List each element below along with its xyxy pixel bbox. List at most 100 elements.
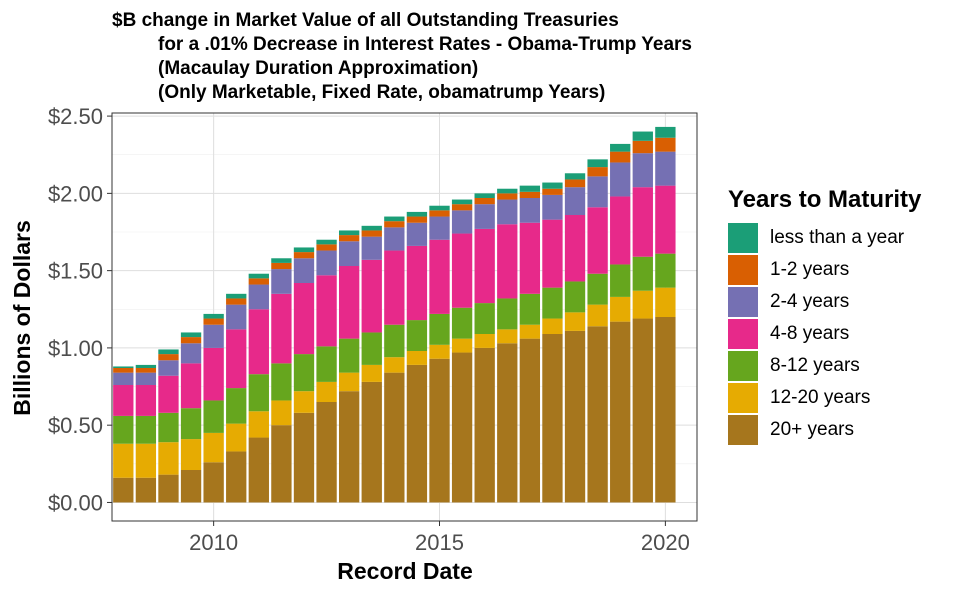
bar-segment <box>180 439 202 470</box>
bar-segment <box>361 381 382 503</box>
bar-segment <box>406 222 428 246</box>
bar-segment <box>180 337 202 344</box>
bar-segment <box>226 298 247 305</box>
bar-segment <box>587 326 608 503</box>
legend-swatch <box>728 351 758 381</box>
bar-segment <box>655 151 676 186</box>
bar-segment <box>316 402 337 503</box>
bar-segment <box>655 126 676 138</box>
bar-segment <box>203 432 224 463</box>
bar-segment <box>384 372 405 503</box>
legend-item: 4-8 years <box>728 318 921 350</box>
bar-segment <box>361 259 382 333</box>
bar-segment <box>451 199 473 205</box>
bar-segment <box>497 298 518 330</box>
bar-segment <box>203 400 224 433</box>
y-tick-label: $0.50 <box>48 413 103 438</box>
bar-segment <box>406 211 428 217</box>
bar-segment <box>384 250 405 325</box>
bar-segment <box>293 252 315 259</box>
bar-segment <box>180 408 202 440</box>
bar-segment <box>564 312 586 331</box>
bar-segment <box>384 216 405 222</box>
bar-segment <box>542 188 563 195</box>
bar-segment <box>180 332 202 338</box>
bar-segment <box>113 415 134 444</box>
bar-segment <box>293 412 315 503</box>
legend-swatch <box>728 223 758 253</box>
bar-segment <box>135 415 157 444</box>
bar-segment <box>610 321 631 503</box>
bar-segment <box>632 140 653 154</box>
legend-items: less than a year 1-2 years 2-4 years 4-8 ye… <box>728 222 921 446</box>
bar-segment <box>610 151 631 163</box>
bar-segment <box>135 477 157 503</box>
legend-label: 8-12 years <box>770 355 860 376</box>
bar-segment <box>474 334 495 348</box>
legend-swatch <box>728 255 758 285</box>
bar-segment <box>180 343 202 364</box>
bar-segment <box>429 216 450 240</box>
bar-segment <box>338 266 360 339</box>
bar-segment <box>497 193 518 200</box>
bar-segment <box>542 287 563 319</box>
bar-segment <box>384 357 405 373</box>
bar-segment <box>248 284 269 310</box>
bar-segment <box>293 283 315 355</box>
bar-segment <box>226 451 247 503</box>
bar-segment <box>564 179 586 188</box>
bar-segment <box>655 185 676 254</box>
bar-segment <box>338 230 360 236</box>
bar-segment <box>338 391 360 503</box>
bar-segment <box>158 349 179 355</box>
chart-title-line-2: for a .01% Decrease in Interest Rates - … <box>158 34 692 55</box>
bar-segment <box>451 210 473 234</box>
bar-segment <box>158 360 179 376</box>
bar-segment <box>361 364 382 382</box>
bar-segment <box>610 296 631 322</box>
bar-segment <box>451 307 473 339</box>
x-tick-label: 2020 <box>641 530 690 555</box>
bar-segment <box>158 474 179 503</box>
bar-segment <box>564 215 586 282</box>
bar-segment <box>542 334 563 503</box>
bar-segment <box>632 187 653 257</box>
bar-segment <box>406 216 428 223</box>
bar-segment <box>587 159 608 168</box>
bar-segment <box>632 131 653 141</box>
bar-segment <box>406 364 428 503</box>
bar-segment <box>293 391 315 413</box>
bar-segment <box>429 210 450 217</box>
bar-segment <box>474 193 495 198</box>
legend-label: 12-20 years <box>770 387 871 408</box>
bar-segment <box>271 363 292 401</box>
bar-segment <box>474 347 495 503</box>
bar-segment <box>248 278 269 285</box>
y-tick-label: $2.50 <box>48 104 103 129</box>
bar-segment <box>497 199 518 225</box>
bar-segment <box>316 275 337 347</box>
bar-segment <box>135 385 157 416</box>
bar-segment <box>248 411 269 438</box>
bar-segment <box>271 400 292 426</box>
bar-segment <box>564 330 586 503</box>
bar-segment <box>271 425 292 503</box>
legend-item: 2-4 years <box>728 286 921 318</box>
bar-segment <box>429 358 450 503</box>
bar-segment <box>384 221 405 228</box>
bar-segment <box>587 207 608 274</box>
legend-swatch <box>728 287 758 317</box>
bar-segment <box>429 313 450 345</box>
bar-segment <box>451 204 473 211</box>
bar-segment <box>248 374 269 412</box>
y-tick-label: $1.00 <box>48 336 103 361</box>
bar-segment <box>338 372 360 392</box>
bar-segment <box>587 167 608 177</box>
bar-segment <box>248 273 269 279</box>
bar-segment <box>429 239 450 314</box>
y-tick-label: $0.00 <box>48 490 103 515</box>
bar-segment <box>384 324 405 358</box>
bar-segment <box>519 198 541 223</box>
x-tick-label: 2010 <box>189 530 238 555</box>
bar-segment <box>519 324 541 339</box>
